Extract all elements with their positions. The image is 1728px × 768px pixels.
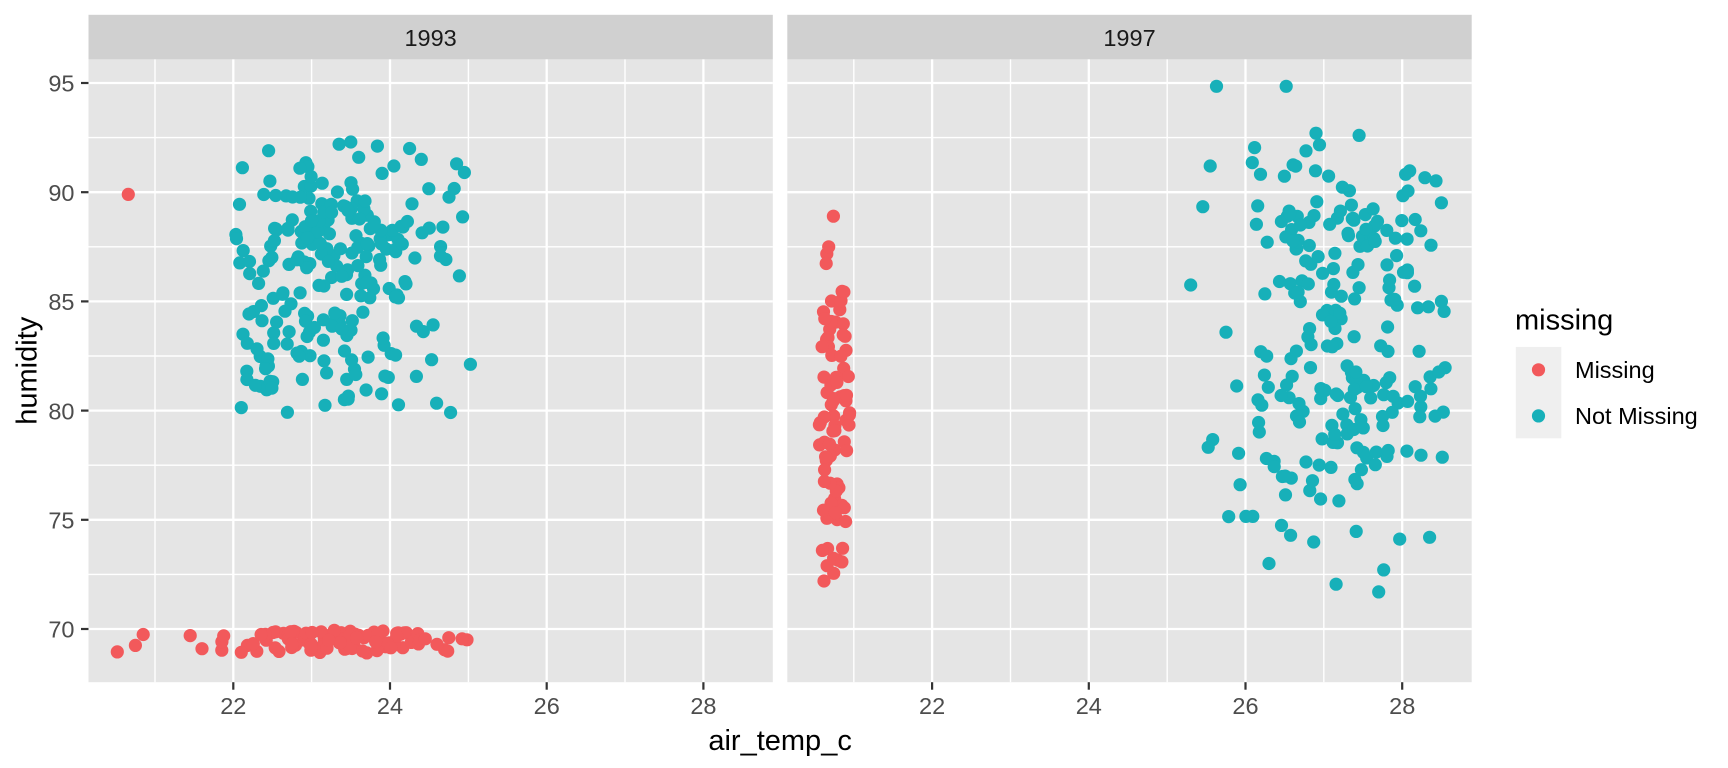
svg-text:28: 28 <box>690 693 716 719</box>
svg-text:humidity: humidity <box>11 316 43 424</box>
svg-text:22: 22 <box>919 693 945 719</box>
svg-text:Missing: Missing <box>1575 357 1655 383</box>
svg-text:70: 70 <box>48 617 74 643</box>
svg-text:air_temp_c: air_temp_c <box>708 725 851 757</box>
svg-text:26: 26 <box>534 693 560 719</box>
svg-text:26: 26 <box>1232 693 1258 719</box>
svg-text:24: 24 <box>377 693 403 719</box>
svg-text:28: 28 <box>1389 693 1415 719</box>
svg-text:22: 22 <box>220 693 246 719</box>
svg-text:24: 24 <box>1076 693 1102 719</box>
svg-text:75: 75 <box>48 508 74 534</box>
svg-text:1997: 1997 <box>1103 25 1155 51</box>
svg-text:85: 85 <box>48 289 74 315</box>
svg-text:95: 95 <box>48 71 74 97</box>
svg-text:90: 90 <box>48 180 74 206</box>
svg-text:1993: 1993 <box>404 25 456 51</box>
svg-text:Not Missing: Not Missing <box>1575 403 1698 429</box>
svg-text:80: 80 <box>48 398 74 424</box>
svg-text:missing: missing <box>1515 305 1613 337</box>
